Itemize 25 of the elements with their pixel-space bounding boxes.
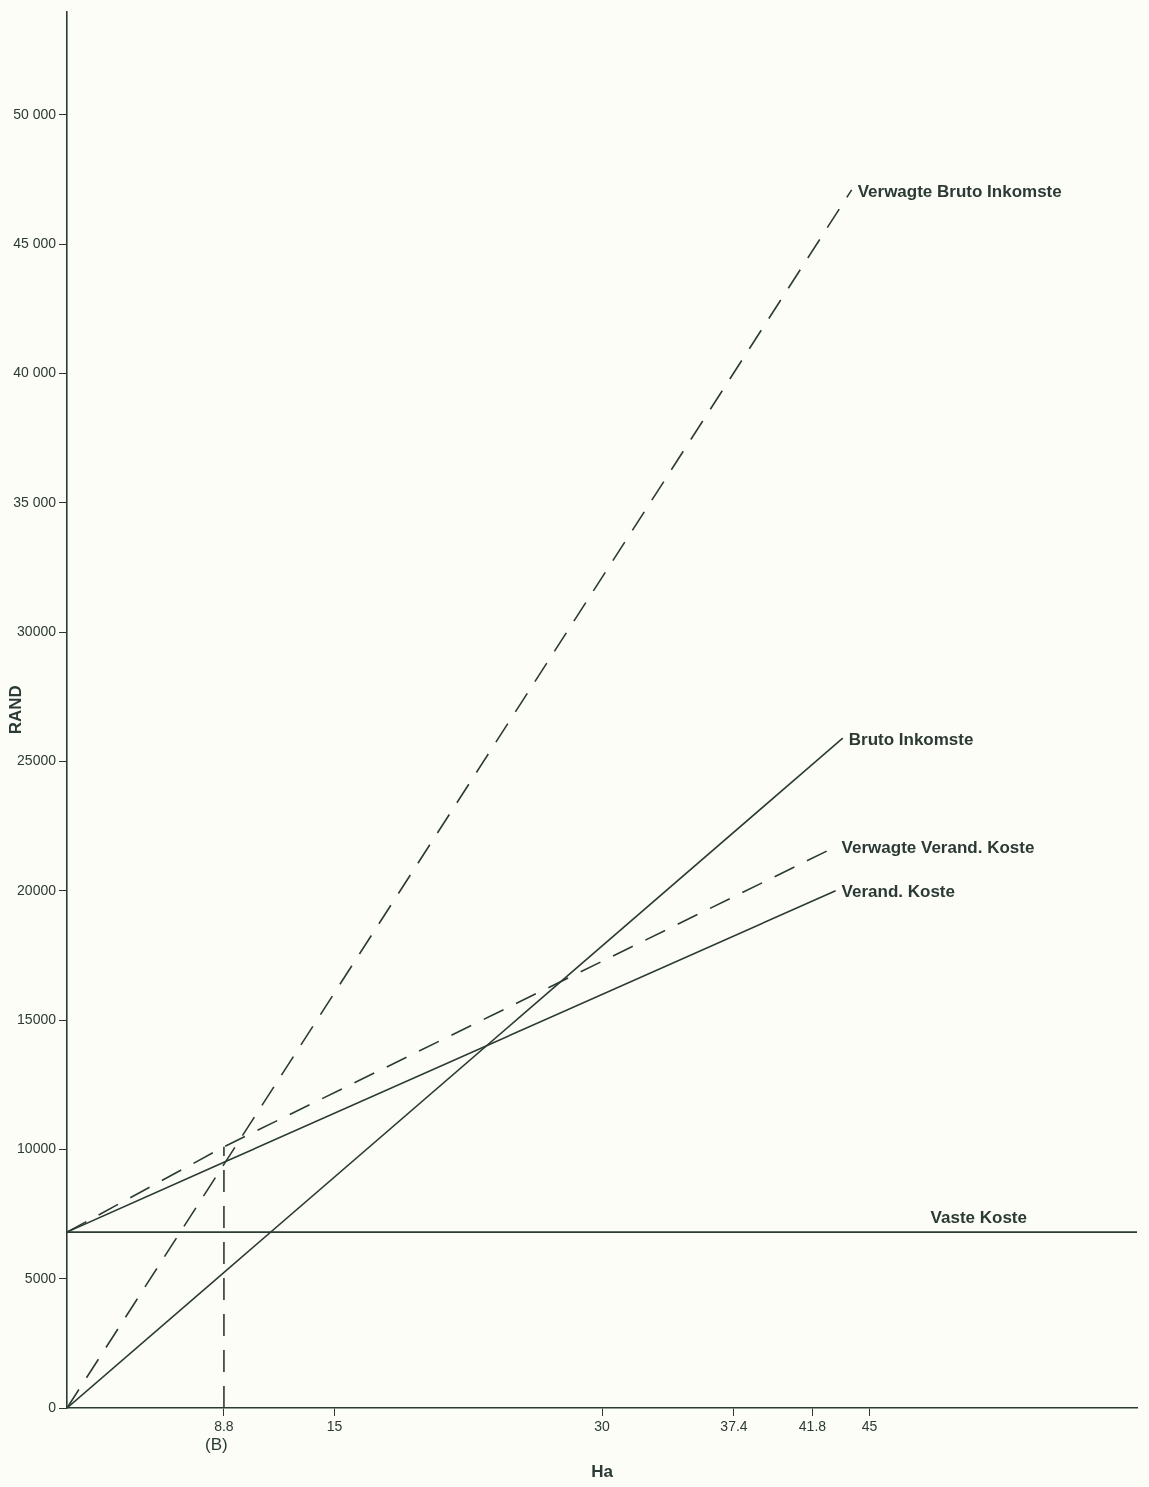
x-tick-label: 8.8 xyxy=(214,1418,234,1435)
x-tick-label: 37.4 xyxy=(720,1418,748,1435)
y-tick-label: 5000 xyxy=(24,1269,57,1286)
series-label: Verwagte Bruto Inkomste xyxy=(857,181,1062,201)
y-tick-label: 40 000 xyxy=(13,364,57,381)
series-label: Verand. Koste xyxy=(841,882,955,902)
y-tick-label: 0 xyxy=(48,1398,57,1415)
x-tick-label: 41.8 xyxy=(798,1418,827,1435)
text: (B) xyxy=(205,1434,228,1454)
y-tick-label: 45 000 xyxy=(13,235,57,252)
y-tick-label: 20000 xyxy=(17,881,57,898)
y-tick-label: 30000 xyxy=(17,622,57,639)
y-tick-label: 15000 xyxy=(17,1010,57,1027)
series-label: Verwagte Verand. Koste xyxy=(841,838,1035,858)
y-axis-title: RAND xyxy=(5,685,25,735)
x-tick-label: 45 xyxy=(861,1418,878,1435)
x-axis-title: Ha xyxy=(591,1462,614,1482)
y-tick-label: 35 000 xyxy=(13,493,57,510)
y-tick-label: 50 000 xyxy=(13,105,57,122)
x-tick-label: 15 xyxy=(326,1418,343,1435)
y-tick-label: 25000 xyxy=(17,752,57,769)
x-tick-label: 30 xyxy=(594,1418,610,1435)
series-label: Bruto Inkomste xyxy=(848,729,974,749)
series-label: Vaste Koste xyxy=(930,1207,1027,1227)
y-tick-label: 10000 xyxy=(17,1140,57,1157)
